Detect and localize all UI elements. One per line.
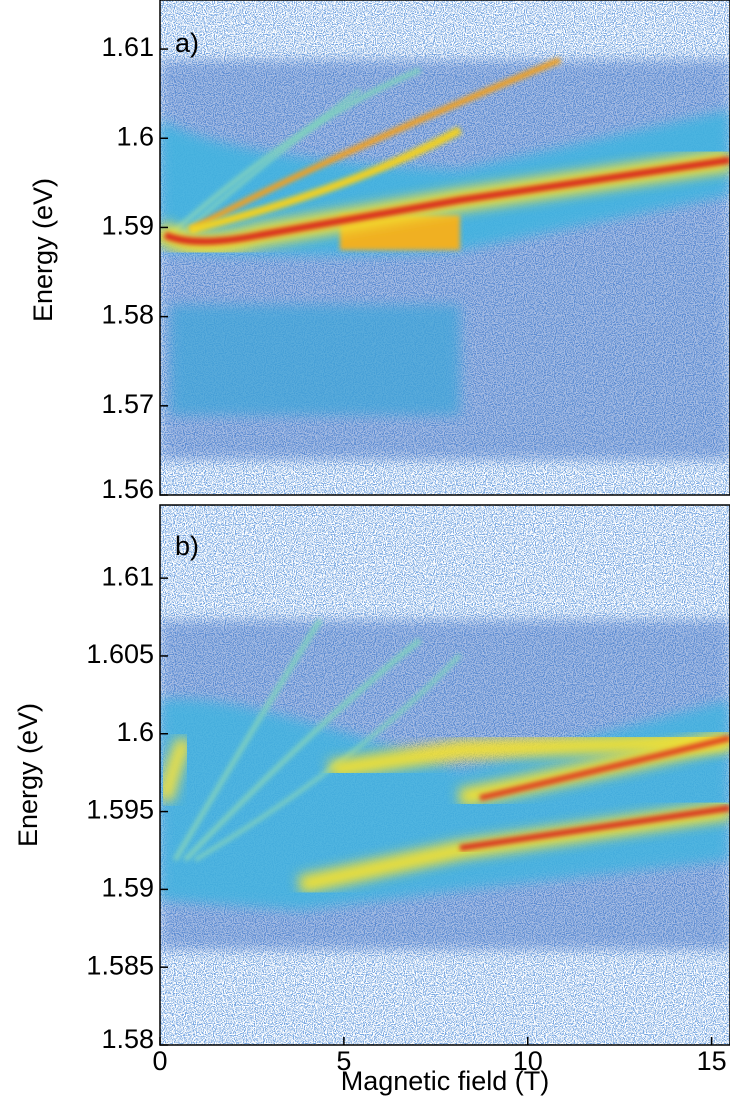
y-tick-label: 1.56 — [101, 474, 154, 504]
y-tick-label: 1.61 — [101, 32, 154, 62]
y-tick-label: 1.57 — [101, 389, 154, 419]
frame-b — [159, 504, 730, 1046]
x-tick-label: 5 — [336, 1046, 351, 1076]
x-axis-label: Magnetic field (T) — [341, 1066, 550, 1096]
y-tick-label: 1.595 — [86, 795, 154, 825]
heatmap-b — [160, 505, 730, 1045]
y-tick-label: 1.59 — [101, 211, 154, 241]
x-tick-label: 10 — [513, 1046, 543, 1076]
panel-label: b) — [175, 531, 199, 561]
y-tick-label: 1.6 — [116, 121, 154, 151]
y-tick-label: 1.58 — [101, 300, 154, 330]
y-tick-label: 1.6 — [116, 717, 154, 747]
panel-label: a) — [175, 28, 199, 58]
x-tick-label: 0 — [152, 1046, 167, 1076]
heatmap-a — [160, 0, 730, 495]
y-axis-label: Energy (eV) — [28, 178, 58, 322]
y-axis-label: Energy (eV) — [13, 703, 43, 847]
y-tick-label: 1.585 — [86, 950, 154, 980]
y-tick-label: 1.605 — [86, 639, 154, 669]
x-tick-label: 15 — [697, 1046, 727, 1076]
frame-a — [159, 0, 730, 496]
y-tick-label: 1.58 — [101, 1024, 154, 1054]
y-tick-label: 1.59 — [101, 873, 154, 903]
y-tick-label: 1.61 — [101, 561, 154, 591]
